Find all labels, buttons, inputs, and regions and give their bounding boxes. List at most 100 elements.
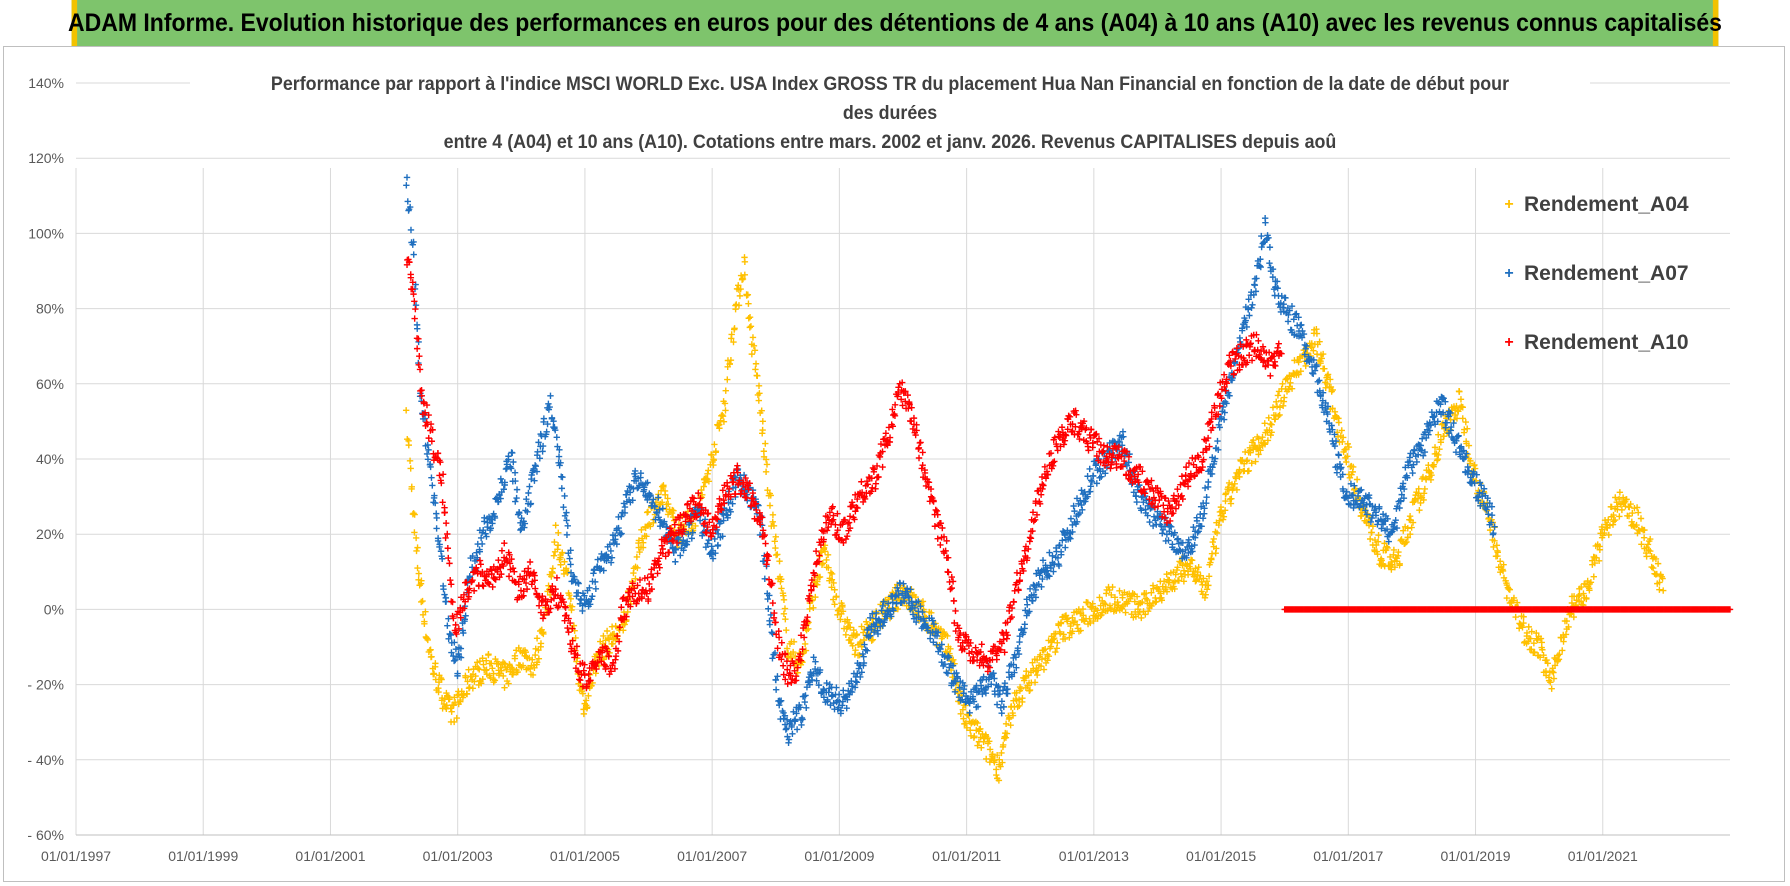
data-point xyxy=(1236,473,1243,481)
data-point xyxy=(450,718,458,726)
data-point xyxy=(772,533,779,541)
data-point xyxy=(620,627,627,634)
data-point xyxy=(1459,404,1466,411)
data-point xyxy=(802,647,810,654)
data-point xyxy=(1321,365,1328,372)
data-point xyxy=(631,467,639,475)
data-point xyxy=(524,508,531,516)
data-point xyxy=(1279,402,1287,410)
data-point xyxy=(598,550,605,558)
data-point xyxy=(1174,564,1181,571)
data-point xyxy=(831,601,838,608)
data-point xyxy=(501,539,508,547)
data-point xyxy=(1660,587,1667,594)
data-point xyxy=(1338,464,1345,471)
data-point xyxy=(1317,359,1324,367)
data-point xyxy=(1298,321,1305,329)
data-point xyxy=(729,500,736,507)
data-point xyxy=(869,484,876,491)
data-point xyxy=(1112,607,1120,615)
data-point xyxy=(1649,564,1657,572)
data-point xyxy=(1172,571,1179,578)
data-point xyxy=(1073,621,1081,628)
data-point xyxy=(1205,573,1213,580)
data-point xyxy=(431,492,438,499)
data-point xyxy=(1027,535,1035,542)
y-tick-label: 60% xyxy=(36,376,64,392)
y-tick-label: 140% xyxy=(28,75,64,91)
data-point xyxy=(1428,471,1435,479)
data-point xyxy=(507,465,515,472)
data-point xyxy=(1633,504,1641,511)
data-point xyxy=(1057,619,1065,626)
data-point xyxy=(505,456,512,463)
data-point xyxy=(869,636,877,643)
data-point xyxy=(1562,631,1570,638)
data-point xyxy=(453,714,460,722)
data-point xyxy=(1149,522,1157,530)
data-point xyxy=(781,605,789,612)
data-point xyxy=(727,356,735,364)
data-point xyxy=(584,704,591,711)
data-point xyxy=(977,734,984,741)
data-point xyxy=(566,555,573,562)
data-point xyxy=(623,491,630,498)
data-point xyxy=(1491,537,1498,544)
data-point xyxy=(1225,486,1233,493)
data-point xyxy=(1616,489,1624,496)
data-point xyxy=(783,645,791,652)
data-point xyxy=(704,470,711,477)
data-point xyxy=(469,552,476,560)
data-points xyxy=(402,174,1734,784)
data-point xyxy=(828,576,836,583)
data-point xyxy=(1203,577,1211,585)
data-point xyxy=(460,629,467,637)
data-point xyxy=(446,695,453,703)
data-point xyxy=(825,564,832,571)
data-point xyxy=(581,600,588,607)
data-point xyxy=(412,534,420,542)
data-point xyxy=(813,581,821,588)
data-point xyxy=(1157,590,1164,597)
data-point xyxy=(769,599,777,607)
data-point xyxy=(474,664,482,672)
data-point xyxy=(747,323,755,330)
data-point xyxy=(454,672,461,680)
data-point xyxy=(744,291,752,298)
data-point xyxy=(633,553,641,561)
data-point xyxy=(480,582,487,590)
data-point xyxy=(798,721,805,729)
data-point xyxy=(1647,547,1654,555)
data-point xyxy=(993,771,1000,779)
data-point xyxy=(712,449,719,456)
data-point xyxy=(586,601,594,608)
data-point xyxy=(949,578,957,585)
data-point xyxy=(998,749,1005,757)
data-point xyxy=(716,495,723,503)
data-point xyxy=(782,616,789,623)
data-point xyxy=(1654,560,1662,567)
data-point xyxy=(1029,597,1036,605)
data-point xyxy=(523,495,530,503)
data-point xyxy=(501,479,508,486)
data-point xyxy=(545,400,552,407)
data-point xyxy=(1430,414,1437,421)
data-point xyxy=(1539,646,1546,653)
data-point xyxy=(532,462,540,470)
data-point xyxy=(800,693,808,700)
data-point xyxy=(655,494,662,501)
data-point xyxy=(403,174,411,181)
data-point xyxy=(531,477,538,484)
data-point xyxy=(1094,607,1101,614)
data-point xyxy=(424,636,431,644)
data-point xyxy=(515,644,522,652)
data-point xyxy=(962,720,969,727)
data-point xyxy=(801,640,809,648)
data-point xyxy=(411,529,418,536)
data-point xyxy=(1090,617,1097,625)
data-point xyxy=(654,570,661,577)
data-point xyxy=(1490,543,1497,551)
data-point xyxy=(1338,427,1345,434)
data-point xyxy=(1313,330,1321,337)
data-point xyxy=(612,536,619,543)
